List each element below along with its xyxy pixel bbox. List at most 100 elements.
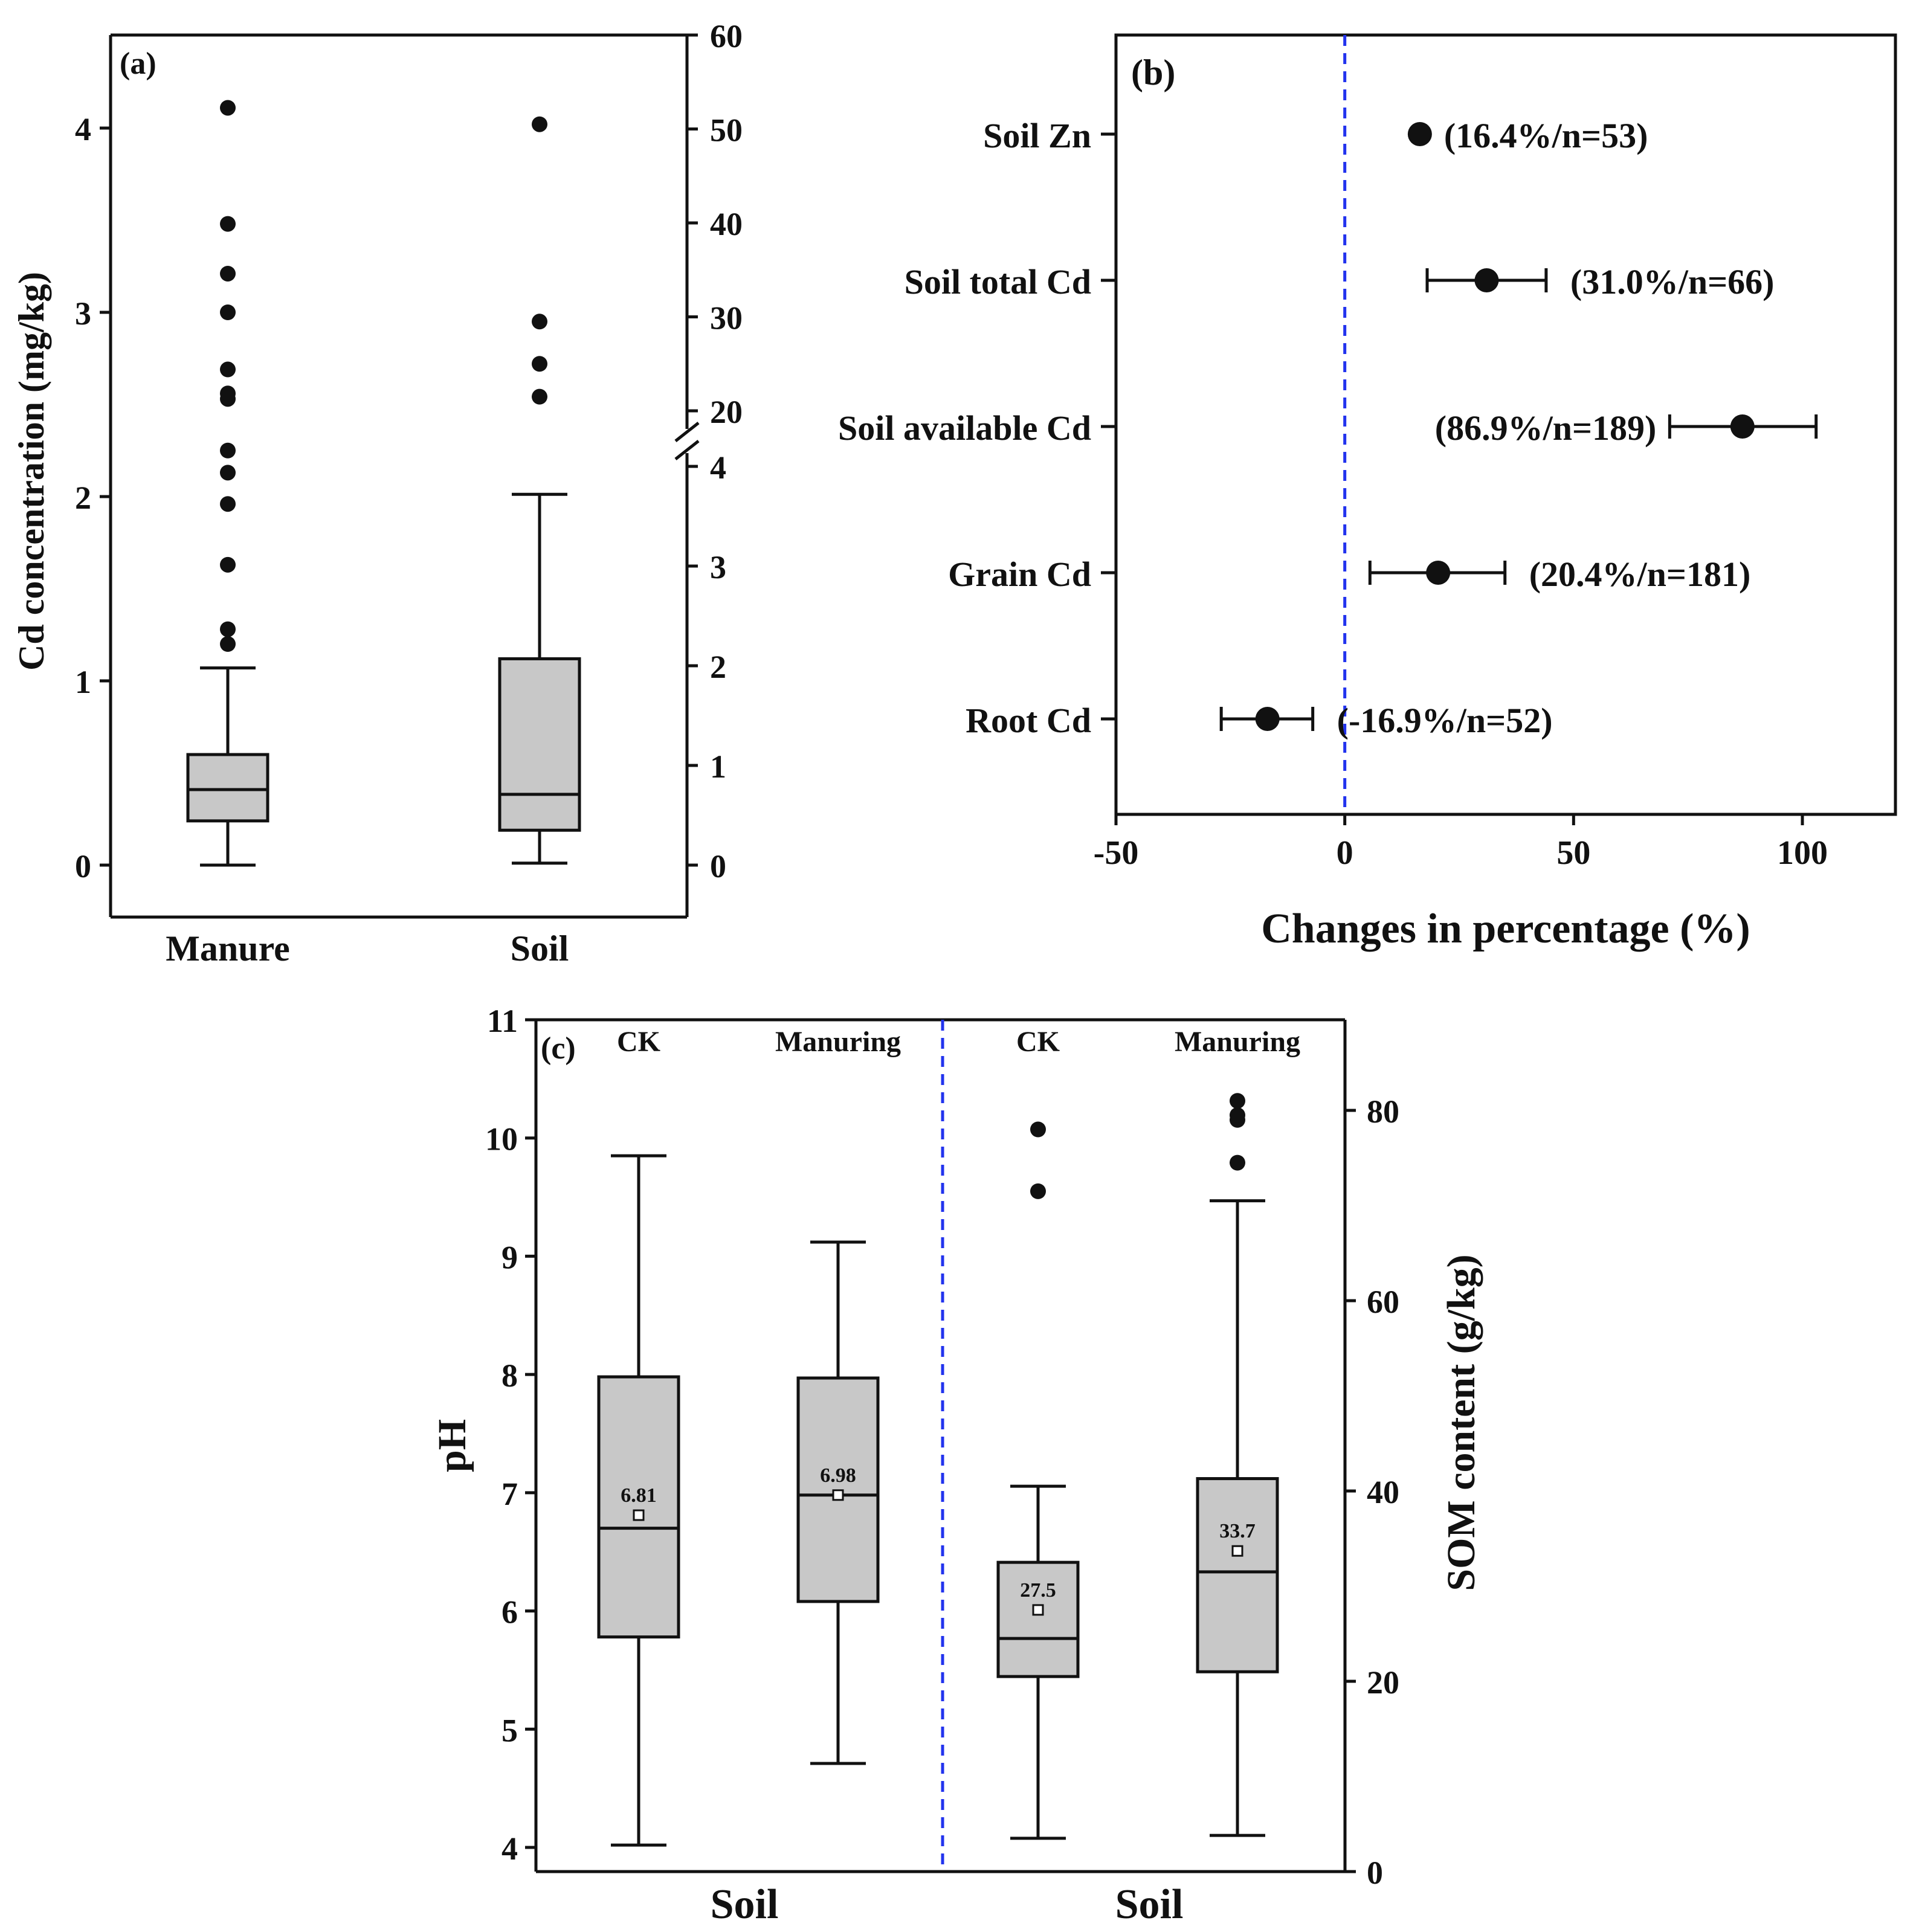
panel-a-manure-outlier-point [220,442,236,459]
panel-b-label-soil-total-cd: Soil total Cd [905,262,1091,301]
panel-c-group-label-left: Soil [711,1881,779,1928]
panel-b-x-tick-label: 0 [1337,834,1353,872]
panel-b-annotation-soil-zn: (16.4%/n=53) [1444,116,1648,155]
panel-b-annotation-root-cd: (-16.9%/n=52) [1337,701,1553,740]
panel-b-x-tick-label: 50 [1556,834,1590,872]
panel-c-right-ticks: 0 20 40 60 80 [1345,1093,1399,1891]
panel-a-ylabel: Cd concentration (mg/kg) [11,272,51,671]
panel-c-box-2-mean-label: 6.98 [820,1464,856,1487]
panel-a-category-soil: Soil [511,929,569,968]
panel-b-x-tick-label: 100 [1777,834,1828,872]
panel-a-manure-outlier-point [220,465,236,481]
panel-a-soil-outlier-point [532,116,547,132]
panel-c-right-tick-label: 20 [1367,1664,1399,1701]
panel-a-right-tick-label: 3 [710,549,726,585]
panel-c-left-ticks: 4 5 6 7 8 9 10 11 [485,1003,536,1867]
panel-c-box-3-outlier-point [1030,1183,1046,1199]
panel-a-left-tick-label: 4 [75,111,91,147]
panel-a-right-tick-label: 50 [710,112,743,149]
panel-a-manure-outlier-point [220,361,236,378]
panel-c-group-label-right: Soil [1115,1881,1184,1928]
panel-c-ylabel-right: SOM content (g/kg) [1439,1254,1483,1591]
panel-c-box-3-outlier-point [1030,1121,1046,1138]
panel-a-right-tick-label: 1 [710,749,726,785]
panel-c-box-1-iqr-box [597,1375,680,1639]
panel-a-left-ticks: 0 1 2 3 4 [75,111,111,884]
panel-c-category-manuring-soil: Manuring [775,1026,901,1058]
panel-a-left-tick-label: 2 [75,480,91,516]
panel-a-right-tick-label: 0 [710,848,726,884]
panel-a-right-tick-label: 60 [710,18,743,54]
panel-a-soil-outlier-point [532,388,547,405]
panel-c-box-1-mean-marker [633,1509,645,1521]
panel-a-manure-outlier-point [220,265,236,282]
panel-a-left-tick-label: 3 [75,295,91,332]
panel-a-manure-outlier-point [220,496,236,512]
panel-c-right-tick-label: 0 [1367,1855,1383,1891]
panel-a-right-ticks: 0 1 2 3 4 20 30 40 50 60 [687,18,743,884]
panel-a-category-manure: Manure [166,929,290,968]
panel-c-left-tick-label: 5 [502,1712,518,1748]
panel-a-manure-outlier-point [220,556,236,573]
panel-c-box-1-mean-label: 6.81 [621,1484,657,1507]
panel-c-ph-som-boxplot: 4 5 6 7 8 9 10 11 0 20 40 60 80 6.81 6.98 27.5 33.7 (c… [430,1003,1483,1928]
panel-c-box-4-outlier-point [1230,1093,1245,1109]
panel-c-box-3-iqr-box [996,1560,1080,1678]
panel-c-box-2-mean-marker [832,1489,844,1501]
panel-c-ylabel-left: pH [430,1419,474,1472]
panel-c-left-tick-label: 6 [502,1594,518,1631]
panel-c-category-ck-som: CK [1016,1026,1060,1058]
panel-a-axis-break-mark [674,440,700,460]
panel-a-right-tick-label: 4 [710,449,726,486]
panel-c-box-4-outlier-point [1230,1154,1245,1171]
panel-a-manure-outlier-point [220,385,236,402]
panel-b-point-soil-total-cd [1474,268,1499,292]
panel-a-manure-outlier-point [220,636,236,652]
panel-b-annotation-soil-available-cd: (86.9%/n=189) [1435,408,1657,448]
panel-c-right-tick-label: 60 [1367,1284,1399,1320]
panel-a-manure-iqr-box [186,753,269,823]
panel-b-label-soil-available-cd: Soil available Cd [838,408,1091,448]
panel-c-box-3-mean-marker [1032,1604,1044,1616]
panel-a-right-tick-label: 20 [710,394,743,430]
panel-c-left-tick-label: 4 [502,1831,518,1867]
panel-c-right-tick-label: 80 [1367,1093,1399,1130]
panel-c-left-tick-label: 8 [502,1357,518,1394]
panel-c-box-4-iqr-box [1196,1477,1279,1673]
panel-b-point-grain-cd [1426,561,1451,585]
panel-c-boxes: 6.81 6.98 27.5 33.7 [597,1093,1279,1847]
panel-a-left-tick-label: 0 [75,848,91,884]
panel-a-right-tick-label: 30 [710,300,743,336]
panel-a-boxes [186,100,581,867]
panel-c-left-tick-label: 11 [487,1003,518,1039]
panel-b-forest-plot: -50 0 50 100 Soil Zn (16.4%/n=53) Soil total … [838,33,1897,952]
panel-b-effect-items: Soil Zn (16.4%/n=53) Soil total Cd (31.0%/n… [838,116,1818,740]
panel-b-label-soil-zn: Soil Zn [983,116,1091,155]
panel-a-manure-outlier-point [220,100,236,116]
panel-b-xlabel: Changes in percentage (%) [1261,906,1750,952]
panel-b-label-root-cd: Root Cd [966,701,1091,740]
panel-c-box-3-mean-label: 27.5 [1020,1579,1056,1602]
panel-a-axis-break-mark [674,422,700,442]
panel-c-right-tick-label: 40 [1367,1474,1399,1510]
panel-a-manure-outlier-point [220,621,236,637]
panel-a-cd-boxplot: 0 1 2 3 4 0 1 2 3 4 20 30 40 50 60 (a) Cd concentrati… [11,18,743,968]
panel-c-box-4-mean-label: 33.7 [1219,1520,1256,1542]
panel-c-box-4-outlier-point [1230,1107,1245,1123]
panel-a-label: (a) [120,47,156,81]
panel-b-x-tick-label: -50 [1094,834,1139,872]
panel-b-point-root-cd [1255,707,1280,731]
panel-c-box-4-mean-marker [1231,1545,1243,1557]
panel-c-left-tick-label: 7 [502,1476,518,1512]
panel-b-label: (b) [1131,53,1175,92]
panel-b-point-soil-zn [1407,122,1432,146]
panel-b-label-grain-cd: Grain Cd [948,555,1091,594]
panel-a-manure-outlier-point [220,216,236,232]
panel-b-x-ticks: -50 0 50 100 [1094,814,1828,872]
panel-c-left-tick-label: 10 [485,1121,518,1158]
panel-c-category-manuring-som: Manuring [1175,1026,1300,1058]
panel-c-category-ck-soil: CK [617,1026,660,1058]
panel-a-left-tick-label: 1 [75,664,91,700]
panel-b-annotation-grain-cd: (20.4%/n=181) [1529,555,1751,594]
